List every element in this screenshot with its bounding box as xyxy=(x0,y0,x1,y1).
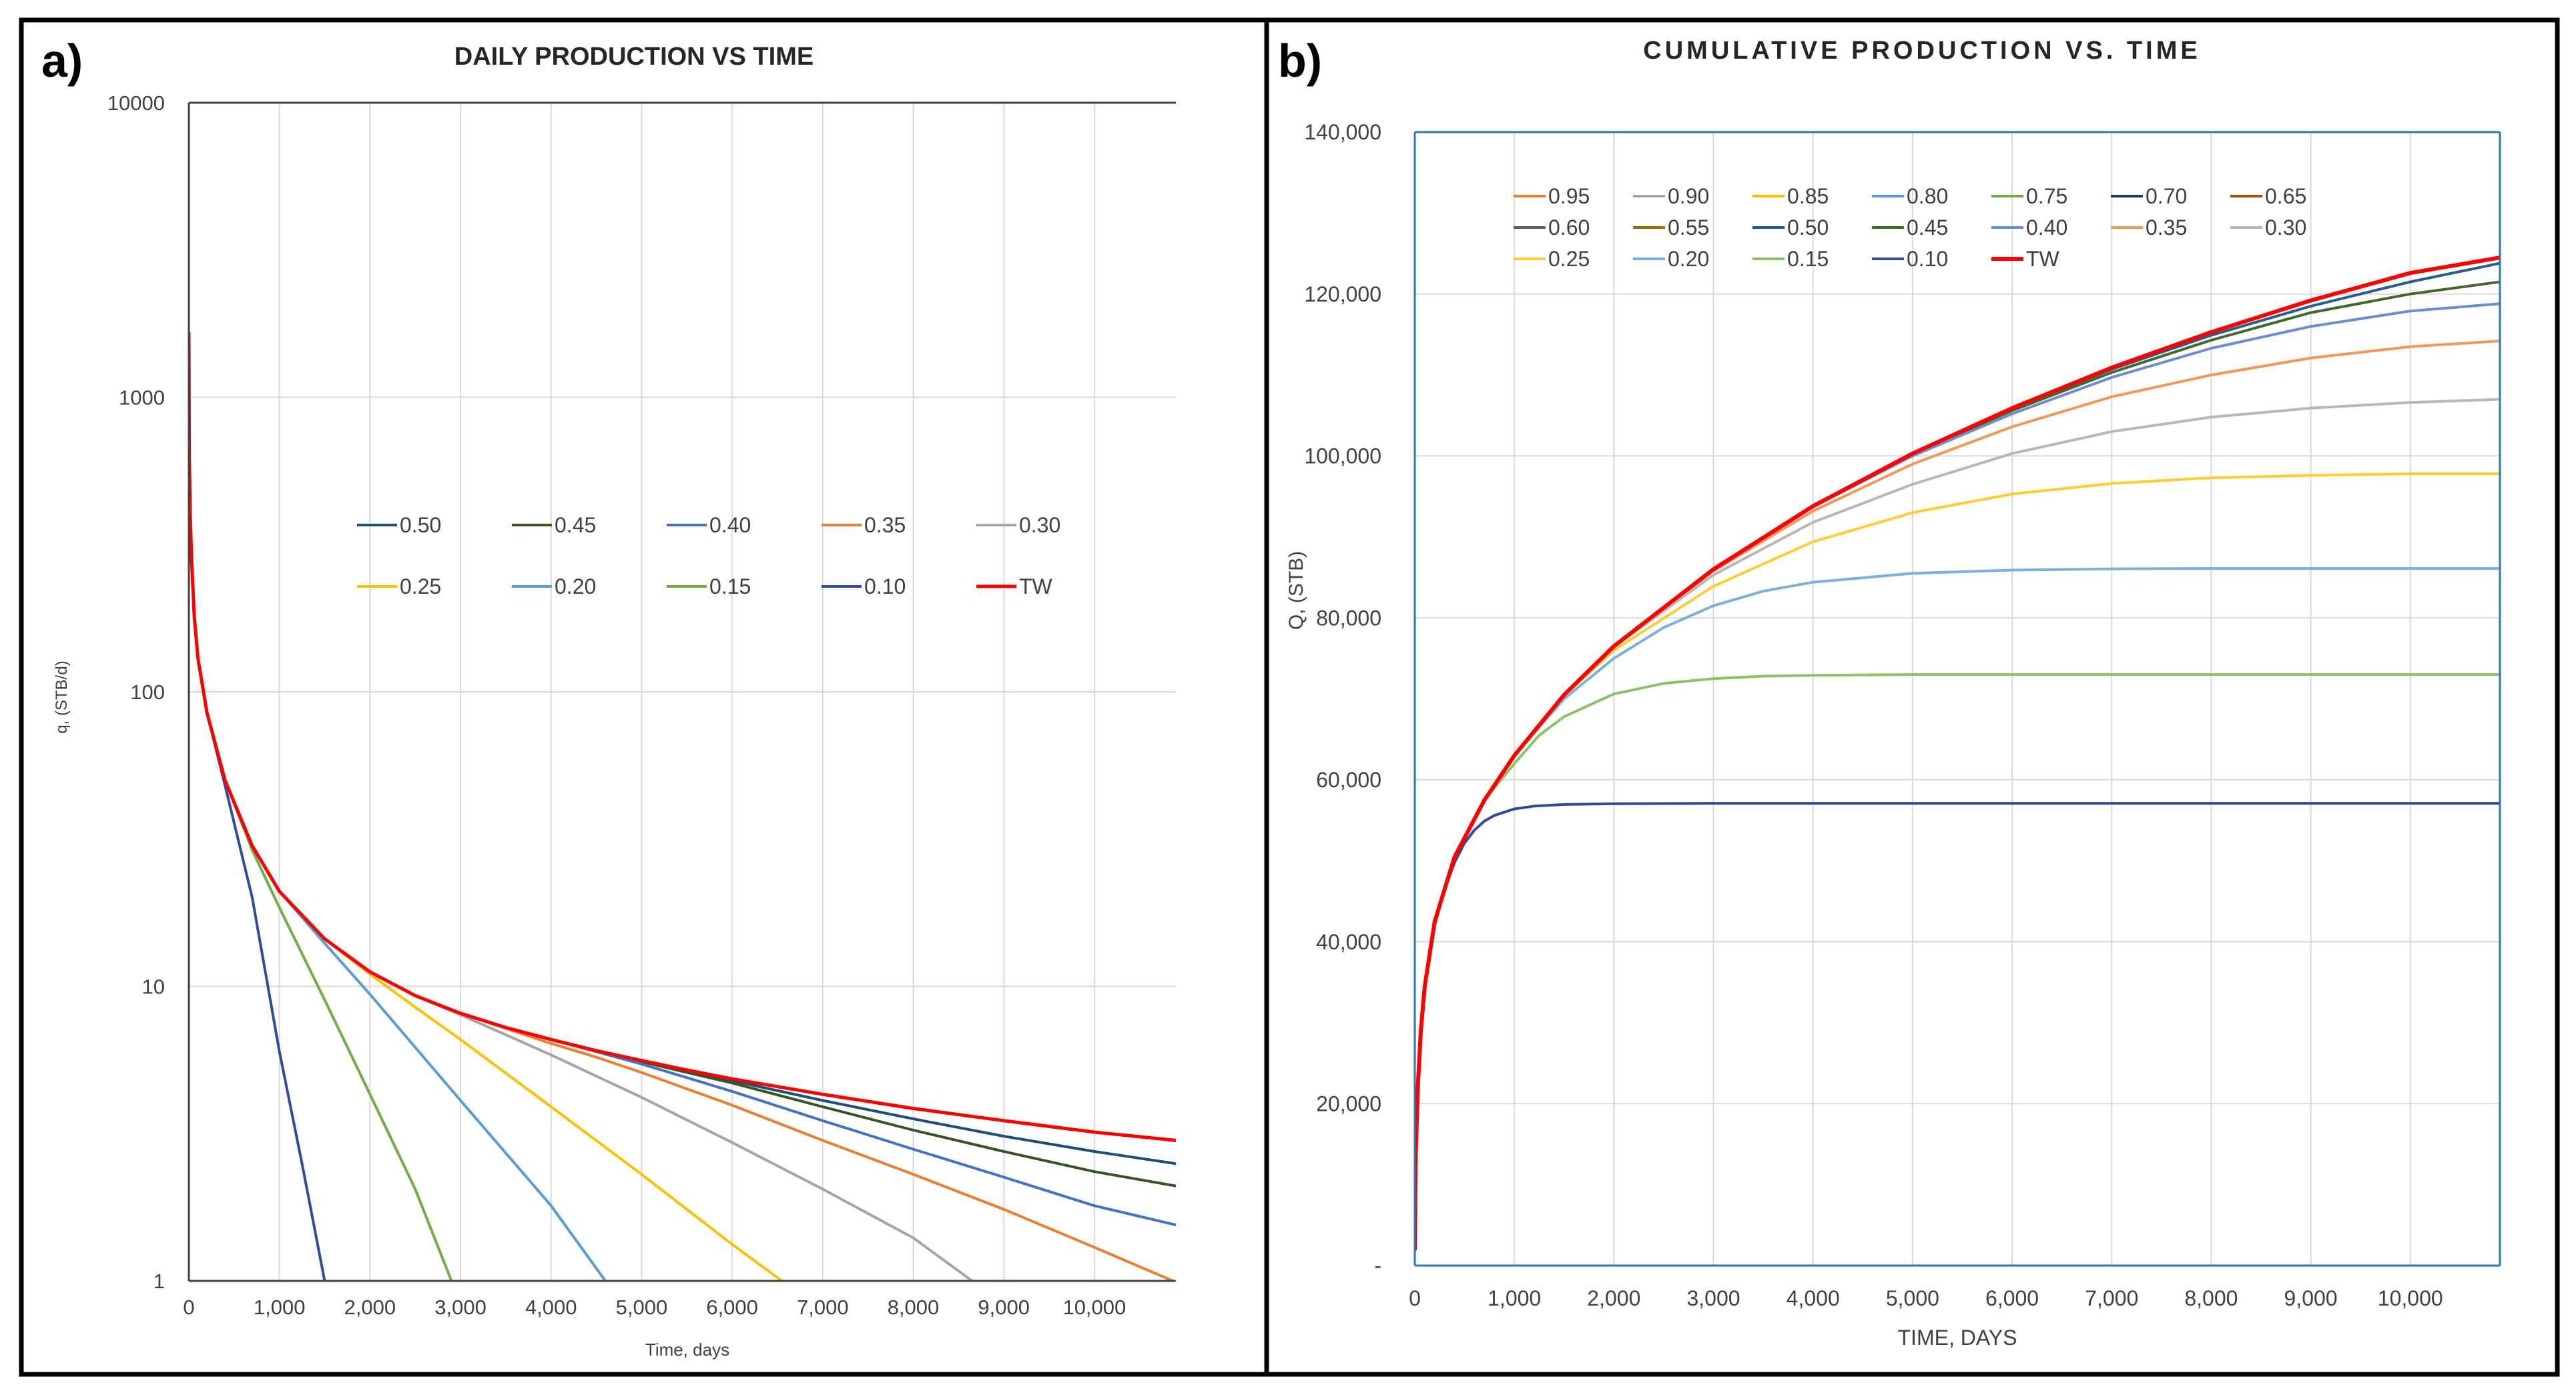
panel-b-gridlines xyxy=(1415,131,2500,1266)
panel-b-legend-label-0-20: 0.20 xyxy=(1668,247,1709,271)
panel-b-legend-label-0-60: 0.60 xyxy=(1548,215,1590,240)
panel-a-x-tick-9000: 9,000 xyxy=(978,1296,1030,1319)
panel-a-legend-label-0-45: 0.45 xyxy=(555,513,596,537)
panel-a-legend-label-0-20: 0.20 xyxy=(555,574,596,598)
panel-b-x-tick-9000: 9,000 xyxy=(2284,1286,2338,1310)
panel-b-legend-label-0-45: 0.45 xyxy=(1907,215,1948,240)
panel-a-x-tick-8000: 8,000 xyxy=(888,1296,940,1319)
panel-a: a) DAILY PRODUCTION VS TIME 0 1,000 2,000 3… xyxy=(41,35,1176,1360)
panel-b-legend-label-0-50: 0.50 xyxy=(1787,215,1829,240)
panel-a-legend-label-0-50: 0.50 xyxy=(400,513,441,537)
panel-b-legend-label-0-80: 0.80 xyxy=(1907,184,1948,208)
panel-b-y-tick-120000: 120,000 xyxy=(1304,282,1381,306)
panel-a-axes xyxy=(188,101,1176,1282)
panel-b-y-tick-40000: 40,000 xyxy=(1316,930,1381,954)
panel-a-y-tick-100: 100 xyxy=(130,680,165,704)
panel-b-x-tick-1000: 1,000 xyxy=(1488,1286,1541,1310)
panel-b-tick-labels: 0 1,000 2,000 3,000 4,000 5,000 6,000 7,000 8,00… xyxy=(1304,120,2443,1310)
panel-b-legend: 0.95 0.90 0.85 0.80 0.75 0.70 0.65 0.60 0.55 0.50… xyxy=(1514,184,2306,271)
panel-a-x-tick-7000: 7,000 xyxy=(797,1296,849,1319)
panel-b-series xyxy=(1415,256,2500,1252)
panel-b-legend-label-0-35: 0.35 xyxy=(2146,215,2187,240)
panel-b-y-tick-60000: 60,000 xyxy=(1316,768,1381,792)
panel-a-legend: 0.50 0.45 0.40 0.35 0.30 0.25 0.20 0.15 0.10 TW xyxy=(357,513,1060,598)
panel-a-x-axis-label: Time, days xyxy=(645,1340,729,1360)
panel-a-x-tick-10000: 10,000 xyxy=(1062,1296,1126,1319)
panel-a-legend-label-0-15: 0.15 xyxy=(709,574,751,598)
panel-b-legend-label-0-90: 0.90 xyxy=(1668,184,1709,208)
panel-b-x-tick-0: 0 xyxy=(1409,1286,1421,1310)
panel-b-y-tick-140000: 140,000 xyxy=(1304,120,1381,144)
panel-b-legend-label-0-15: 0.15 xyxy=(1787,247,1829,271)
panel-b-y-tick-100000: 100,000 xyxy=(1304,444,1381,468)
panel-b-legend-label-0-95: 0.95 xyxy=(1548,184,1590,208)
panel-a-x-tick-4000: 4,000 xyxy=(525,1296,577,1319)
panel-a-x-tick-0: 0 xyxy=(183,1296,194,1319)
panel-a-x-tick-5000: 5,000 xyxy=(616,1296,668,1319)
panel-a-label: a) xyxy=(41,35,83,87)
panel-a-x-tick-2000: 2,000 xyxy=(344,1296,396,1319)
panel-b-legend-label-0-25: 0.25 xyxy=(1548,247,1590,271)
panel-a-x-tick-6000: 6,000 xyxy=(706,1296,758,1319)
panel-b-legend-label-0-10: 0.10 xyxy=(1907,247,1948,271)
panel-b-x-tick-5000: 5,000 xyxy=(1886,1286,1939,1310)
panel-a-series xyxy=(189,332,1176,1281)
panel-b-y-tick-20000: 20,000 xyxy=(1316,1091,1381,1115)
panel-b-legend-label-0-40: 0.40 xyxy=(2026,215,2067,240)
panel-b-title: CUMULATIVE PRODUCTION VS. TIME xyxy=(1643,37,2200,65)
panel-b-series-tw xyxy=(1415,256,2500,1252)
panel-b-label: b) xyxy=(1278,35,1322,87)
panel-a-legend-label-tw: TW xyxy=(1019,574,1053,598)
panel-b-legend-label-tw: TW xyxy=(2026,247,2060,271)
panel-a-legend-label-0-40: 0.40 xyxy=(709,513,751,537)
panel-b-legend-label-0-55: 0.55 xyxy=(1668,215,1709,240)
panel-b-x-tick-6000: 6,000 xyxy=(1985,1286,2039,1310)
panel-b-legend-label-0-85: 0.85 xyxy=(1787,184,1829,208)
panel-a-legend-label-0-25: 0.25 xyxy=(400,574,441,598)
panel-b-x-tick-10000: 10,000 xyxy=(2378,1286,2443,1310)
panel-b-legend-label-0-30: 0.30 xyxy=(2265,215,2306,240)
panel-b-y-tick-0: - xyxy=(1374,1254,1381,1278)
panel-b-legend-label-0-70: 0.70 xyxy=(2146,184,2187,208)
panel-b: b) CUMULATIVE PRODUCTION VS. TIME 0 1,000… xyxy=(1278,35,2501,1350)
panel-a-series-tw xyxy=(189,332,1176,1142)
panel-b-x-tick-4000: 4,000 xyxy=(1787,1286,1840,1310)
panel-a-y-tick-1000: 1000 xyxy=(119,386,165,409)
panel-b-x-tick-3000: 3,000 xyxy=(1686,1286,1740,1310)
panel-b-y-tick-80000: 80,000 xyxy=(1316,606,1381,630)
figure-frame xyxy=(19,17,2560,1377)
panel-b-y-axis-label: Q, (STB) xyxy=(1285,551,1307,630)
panel-a-title: DAILY PRODUCTION VS TIME xyxy=(454,43,814,71)
panel-b-axes xyxy=(1413,131,2501,1267)
panel-a-legend-label-0-10: 0.10 xyxy=(864,574,906,598)
panel-a-y-tick-1: 1 xyxy=(153,1270,165,1293)
panel-a-x-tick-3000: 3,000 xyxy=(434,1296,487,1319)
panel-a-y-tick-10: 10 xyxy=(142,975,165,998)
panel-b-x-tick-8000: 8,000 xyxy=(2184,1286,2238,1310)
panel-a-x-tick-1000: 1,000 xyxy=(254,1296,306,1319)
panel-a-y-axis-label: q, (STB/d) xyxy=(53,660,71,733)
panel-a-y-tick-10000: 10000 xyxy=(107,91,165,115)
panel-a-legend-label-0-30: 0.30 xyxy=(1019,513,1060,537)
panel-b-legend-label-0-65: 0.65 xyxy=(2265,184,2306,208)
panel-a-legend-label-0-35: 0.35 xyxy=(864,513,906,537)
panel-a-tick-labels: 0 1,000 2,000 3,000 4,000 5,000 6,000 7,000 8,00… xyxy=(107,91,1126,1319)
panel-b-x-axis-label: TIME, DAYS xyxy=(1898,1326,2017,1350)
panel-b-x-tick-2000: 2,000 xyxy=(1587,1286,1640,1310)
panel-b-legend-label-0-75: 0.75 xyxy=(2026,184,2067,208)
panel-b-x-tick-7000: 7,000 xyxy=(2085,1286,2138,1310)
